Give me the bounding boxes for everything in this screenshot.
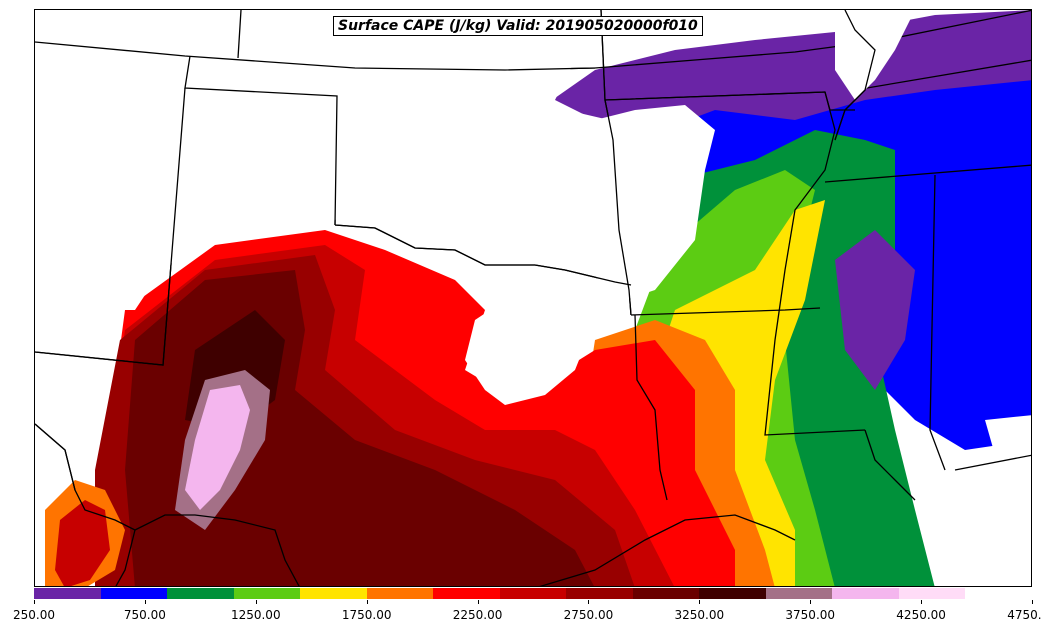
- border-line: [539, 514, 796, 586]
- clear-area-se: [985, 415, 1031, 455]
- clear-area-ne: [835, 10, 915, 100]
- colorbar-ticks: 250.00 750.00 1250.00 1750.00 2250.00 2750.00…: [0, 600, 1042, 630]
- colorbar-tick-mark: [810, 600, 812, 604]
- colorbar-tick-label: 750.00: [123, 608, 166, 622]
- colorbar-tick-mark: [34, 600, 35, 604]
- colorbar-tick-mark: [1032, 600, 1033, 604]
- clear-area-texas-lake: [465, 300, 585, 405]
- colorbar-tick-label: 2750.00: [563, 608, 614, 622]
- colorbar-tick-label: 1750.00: [341, 608, 392, 622]
- cape-pink: [185, 385, 250, 510]
- border-line: [834, 10, 876, 141]
- cape-purple-east-core: [835, 230, 915, 390]
- cape-west-fringe-red: [55, 500, 110, 586]
- colorbar-swatch: [898, 588, 966, 599]
- colorbar-swatch: [300, 588, 368, 599]
- colorbar-swatch: [965, 588, 1033, 599]
- colorbar: [34, 588, 1033, 599]
- colorbar-swatch: [765, 588, 833, 599]
- border-line: [604, 99, 632, 316]
- colorbar-swatch: [100, 588, 168, 599]
- border-line: [864, 429, 916, 501]
- colorbar-tick-mark: [255, 600, 257, 604]
- colorbar-tick-label: 3250.00: [674, 608, 725, 622]
- no-cape-areas: [35, 10, 1031, 455]
- colorbar-tick-label: 4750.00: [1007, 608, 1042, 622]
- map-panel: Surface CAPE (J/kg) Valid: 201905020000f…: [34, 9, 1032, 587]
- border-line: [35, 87, 186, 366]
- cape-map: [35, 10, 1031, 586]
- colorbar-tick-mark: [588, 600, 590, 604]
- colorbar-tick-label: 2250.00: [452, 608, 503, 622]
- border-line: [115, 529, 136, 586]
- colorbar-swatch: [499, 588, 567, 599]
- clear-area-north: [35, 10, 715, 310]
- colorbar-tick-label: 1250.00: [230, 608, 281, 622]
- colorbar-tick-label: 4250.00: [896, 608, 946, 622]
- colorbar-swatch: [566, 588, 634, 599]
- cape-fields: [45, 10, 1031, 586]
- colorbar-swatch: [632, 588, 700, 599]
- border-line: [764, 91, 866, 436]
- colorbar-swatch: [699, 588, 767, 599]
- colorbar-swatch: [366, 588, 434, 599]
- colorbar-swatch: [34, 588, 102, 599]
- colorbar-swatch: [167, 588, 235, 599]
- colorbar-tick-label: 3750.00: [785, 608, 836, 622]
- border-line: [237, 10, 242, 59]
- map-title: Surface CAPE (J/kg) Valid: 201905020000f…: [333, 16, 703, 36]
- colorbar-tick-mark: [144, 600, 146, 604]
- boundaries-overlay: [35, 10, 876, 491]
- border-line: [854, 59, 1031, 91]
- border-line: [824, 164, 1031, 183]
- colorbar-tick-mark: [477, 600, 479, 604]
- border-line: [184, 55, 338, 226]
- border-line: [954, 454, 1031, 471]
- border-line: [630, 307, 821, 316]
- colorbar-tick-mark: [366, 600, 368, 604]
- colorbar-tick-mark: [699, 600, 701, 604]
- colorbar-swatch: [832, 588, 900, 599]
- border-line: [35, 41, 596, 71]
- colorbar-swatch: [233, 588, 301, 599]
- border-line: [334, 224, 632, 286]
- colorbar-swatch: [433, 588, 501, 599]
- border-line: [929, 174, 946, 471]
- border-line: [634, 314, 668, 501]
- border-line: [35, 423, 76, 491]
- colorbar-tick-label: 250.00: [13, 608, 55, 622]
- colorbar-tick-mark: [921, 600, 923, 604]
